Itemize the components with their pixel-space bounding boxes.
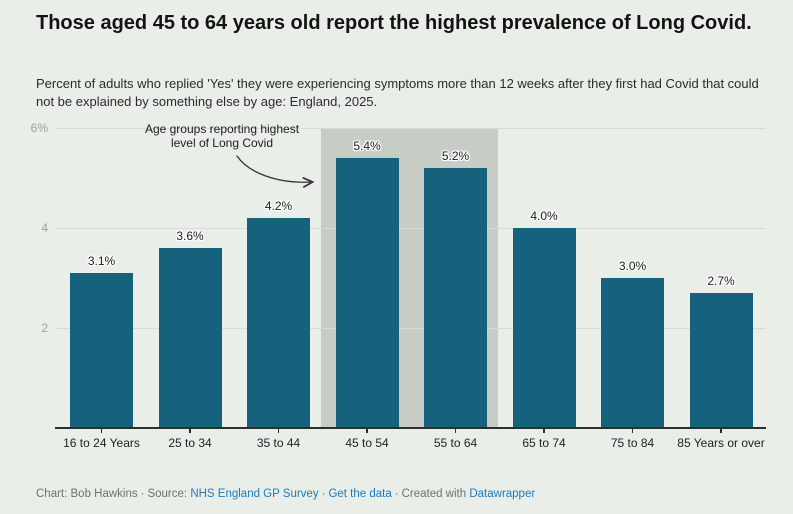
value-label: 2.7% xyxy=(707,274,735,288)
value-label: 3.6% xyxy=(176,229,204,243)
chart-credit: Chart: Bob Hawkins xyxy=(36,488,138,500)
axis-tick xyxy=(366,428,368,433)
datawrapper-link[interactable]: Datawrapper xyxy=(469,488,536,500)
annotation-line-1: Age groups reporting highest xyxy=(144,122,300,136)
footer-separator: · xyxy=(321,488,326,500)
axis-tick xyxy=(189,428,191,433)
y-axis-label: 4 xyxy=(41,221,48,235)
axis-tick xyxy=(631,428,634,433)
axis-tick xyxy=(720,428,722,433)
axis-tick xyxy=(454,428,457,433)
axis-tick xyxy=(100,428,103,433)
bar-16-to-24-years[interactable] xyxy=(70,273,133,428)
value-label: 4.0% xyxy=(530,209,558,223)
bar-25-to-34[interactable] xyxy=(158,248,222,428)
plot-area: 6% 4 2 3.1% 16 to 24 Years 3.6% 25 to 34 4.2% 35… xyxy=(31,121,766,450)
axis-tick xyxy=(543,428,545,433)
annotation-arrow-icon xyxy=(236,155,315,188)
x-axis-label: 35 to 44 xyxy=(256,436,301,450)
x-axis-label: 65 to 74 xyxy=(522,436,566,450)
gridline xyxy=(55,228,766,229)
source-link[interactable]: NHS England GP Survey xyxy=(190,488,319,500)
chart-description: Percent of adults who replied 'Yes' they… xyxy=(36,76,759,109)
bar-55-to-64[interactable] xyxy=(424,168,487,428)
bar-85-years-or-over[interactable] xyxy=(689,293,753,428)
get-the-data-link[interactable]: Get the data xyxy=(328,488,392,500)
x-axis-label: 55 to 64 xyxy=(433,436,478,450)
x-axis-label: 85 Years or over xyxy=(677,436,765,450)
footer-separator: · xyxy=(140,488,145,500)
created-with-label: Created with xyxy=(401,488,467,500)
value-label: 4.2% xyxy=(264,199,293,213)
y-axis-label: 2 xyxy=(41,321,48,335)
value-label: 5.2% xyxy=(441,149,470,163)
value-label: 3.0% xyxy=(618,259,647,273)
x-axis-label: 75 to 84 xyxy=(610,436,655,450)
value-label: 3.1% xyxy=(87,254,116,268)
highlight-annotation: Age groups reporting highest level of Lo… xyxy=(127,122,317,150)
x-axis-label: 16 to 24 Years xyxy=(63,436,140,450)
source-label: Source: xyxy=(147,488,188,500)
gridline xyxy=(55,128,766,129)
annotation-line-2: level of Long Covid xyxy=(170,136,274,150)
bar-35-to-44[interactable] xyxy=(247,218,310,428)
x-axis-label: 45 to 54 xyxy=(345,436,389,450)
footer-separator: · xyxy=(394,488,399,500)
footer-attribution: Chart: Bob Hawkins · Source: NHS England G… xyxy=(36,487,776,501)
value-label: 5.4% xyxy=(353,139,381,153)
chart-title: Those aged 45 to 64 years old report the… xyxy=(36,12,752,34)
x-axis-label: 25 to 34 xyxy=(168,436,212,450)
x-axis-line xyxy=(55,427,766,429)
bar-45-to-54[interactable] xyxy=(335,158,399,428)
gridline xyxy=(55,328,766,329)
y-axis-label: 6% xyxy=(30,121,48,135)
bar-65-to-74[interactable] xyxy=(512,228,576,428)
bar-75-to-84[interactable] xyxy=(601,278,664,428)
axis-tick xyxy=(277,428,280,433)
